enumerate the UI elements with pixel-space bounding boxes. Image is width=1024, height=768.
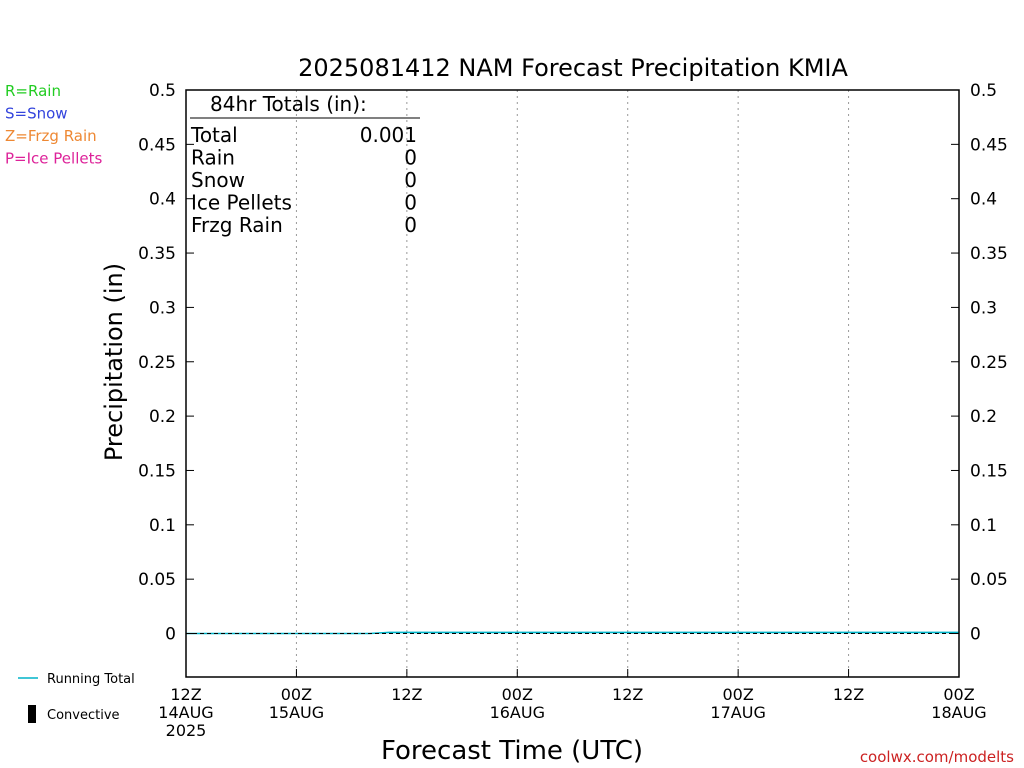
x-tick-label-1-2: 15AUG [269, 703, 324, 722]
type-legend-item-2: Z=Frzg Rain [5, 127, 97, 145]
x-tick-label-7-2: 18AUG [931, 703, 986, 722]
y-tick-label-right-2: 0.1 [970, 516, 997, 536]
y-axis-label: Precipitation (in) [100, 263, 128, 461]
y-tick-label-left-5: 0.25 [138, 353, 176, 373]
x-axis-label: Forecast Time (UTC) [381, 736, 643, 766]
y-tick-label-left-3: 0.15 [138, 461, 176, 481]
y-tick-label-left-2: 0.1 [149, 516, 176, 536]
series-layer [186, 631, 959, 635]
y-tick-label-right-9: 0.45 [970, 135, 1008, 155]
gridlines [295, 90, 850, 677]
x-tick-label-0-2: 14AUG [158, 703, 213, 722]
y-tick-label-right-8: 0.4 [970, 190, 997, 210]
x-tick-label-3-1: 00Z [502, 685, 533, 704]
y-tick-label-right-3: 0.15 [970, 461, 1008, 481]
y-tick-label-left-9: 0.45 [138, 135, 176, 155]
type-legend-item-0: R=Rain [5, 82, 61, 100]
x-tick-label-3-2: 16AUG [490, 703, 545, 722]
totals-row-value-0: 0.001 [360, 123, 417, 147]
totals-row-value-4: 0 [404, 213, 417, 237]
y-tick-label-left-4: 0.2 [149, 407, 176, 427]
y-tick-label-left-1: 0.05 [138, 570, 176, 590]
y-tick-label-right-10: 0.5 [970, 81, 997, 101]
x-tick-label-5-2: 17AUG [710, 703, 765, 722]
y-tick-label-right-0: 0 [970, 625, 981, 645]
totals-rows: Total 0.001 Rain 0 Snow 0 Ice Pellets 0 Frzg Rai… [190, 123, 417, 237]
x-tick-label-7-1: 00Z [943, 685, 974, 704]
totals-row-value-3: 0 [404, 191, 417, 215]
y-tick-label-left-6: 0.3 [149, 298, 176, 318]
y-tick-label-right-5: 0.25 [970, 353, 1008, 373]
y-tick-label-left-7: 0.35 [138, 244, 176, 264]
x-tick-label-1-1: 00Z [281, 685, 312, 704]
y-tick-label-right-4: 0.2 [970, 407, 997, 427]
totals-row-label-3: Ice Pellets [191, 191, 292, 215]
totals-row-label-4: Frzg Rain [191, 213, 283, 237]
legend-label-0: Running Total [47, 672, 135, 687]
x-tick-label-6-1: 12Z [833, 685, 864, 704]
chart-title: 2025081412 NAM Forecast Precipitation KM… [298, 54, 848, 82]
y-tick-label-right-7: 0.35 [970, 244, 1008, 264]
x-tick-label-2-1: 12Z [391, 685, 422, 704]
x-tick-label-0-1: 12Z [170, 685, 201, 704]
totals-heading: 84hr Totals (in): [210, 92, 367, 116]
legend-label-1: Convective [47, 708, 120, 723]
credit-text: coolwx.com/modelts [860, 748, 1014, 766]
totals-row-value-2: 0 [404, 168, 417, 192]
x-tick-label-0-3: 2025 [166, 721, 207, 740]
y-axis-left: 0 0.05 0.1 0.15 0.2 0.25 0.3 0.35 0.4 0.45 0.5 [138, 81, 194, 645]
totals-row-label-2: Snow [191, 168, 245, 192]
totals-row-label-0: Total [190, 123, 238, 147]
x-tick-label-5-1: 00Z [722, 685, 753, 704]
type-legend-item-1: S=Snow [5, 105, 68, 123]
totals-row-label-1: Rain [191, 146, 235, 170]
type-legend-item-3: P=Ice Pellets [5, 150, 102, 168]
precip-type-legend: R=Rain S=Snow Z=Frzg Rain P=Ice Pellets [5, 82, 102, 168]
y-axis-right: 0 0.05 0.1 0.15 0.2 0.25 0.3 0.35 0.4 0.45 0.5 [951, 81, 1008, 645]
x-tick-label-4-1: 12Z [612, 685, 643, 704]
series-legend: Running Total Convective [18, 672, 135, 723]
legend-symbol-1 [28, 705, 36, 723]
y-tick-label-right-1: 0.05 [970, 570, 1008, 590]
y-tick-label-right-6: 0.3 [970, 298, 997, 318]
y-tick-label-left-10: 0.5 [149, 81, 176, 101]
plot-frame [185, 89, 960, 678]
y-tick-label-left-0: 0 [165, 625, 176, 645]
series-line-0 [186, 631, 959, 635]
y-tick-label-left-8: 0.4 [149, 190, 176, 210]
totals-box: 84hr Totals (in): Total 0.001 Rain 0 Snow 0 Ic… [190, 92, 420, 237]
totals-row-value-1: 0 [404, 146, 417, 170]
